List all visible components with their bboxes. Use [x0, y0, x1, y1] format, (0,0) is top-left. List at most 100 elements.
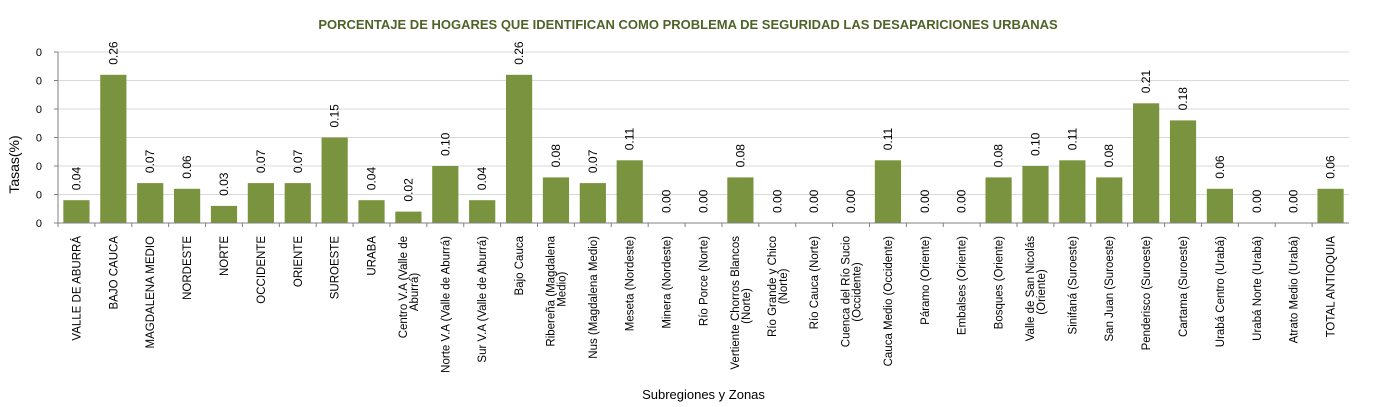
data-label: 0.10 — [1028, 132, 1042, 156]
bar — [432, 166, 459, 223]
bar — [321, 137, 348, 223]
bar — [1133, 103, 1160, 223]
category-label: NORTE — [219, 236, 231, 276]
category-label: (Norte) — [778, 268, 790, 304]
category-label: Cartama (Suroeste) — [1178, 236, 1190, 337]
data-label: 0.06 — [180, 155, 194, 179]
category-label: Valle de San Nicolás — [1025, 236, 1037, 342]
data-label: 0.04 — [69, 167, 83, 191]
category-label: Sinifaná (Suroeste) — [1067, 236, 1079, 335]
bar — [1169, 120, 1197, 223]
data-label: 0.03 — [217, 172, 231, 196]
category-label: Cauca Medio (Occidente) — [883, 236, 895, 367]
bar — [1317, 188, 1344, 223]
category-label: Meseta (Nordeste) — [625, 236, 637, 331]
category-label: Penderisco (Suroeste) — [1141, 236, 1153, 351]
category-label: (Oriente) — [1036, 269, 1048, 315]
category-label: Río Cauca (Norte) — [809, 236, 821, 329]
data-label: 0.07 — [254, 149, 268, 173]
category-label: MAGDALENA MEDIO — [145, 236, 157, 349]
data-label: 0.07 — [143, 149, 157, 173]
data-label: 0.02 — [401, 178, 415, 202]
category-label: Urabá Centro (Urabá) — [1215, 236, 1227, 347]
data-label: 0.08 — [733, 144, 747, 168]
data-label: 0.00 — [770, 189, 784, 213]
category-label: (Norte) — [741, 288, 753, 324]
category-label: Nus (Magdalena Medio) — [588, 236, 600, 359]
data-label: 0.06 — [1213, 155, 1227, 179]
x-axis-label: Subregiones y Zonas — [642, 387, 765, 402]
data-label: 0.06 — [1324, 155, 1338, 179]
data-label: 0.00 — [1250, 189, 1264, 213]
category-label: Urabá Norte (Urabá) — [1252, 236, 1264, 341]
bar — [505, 74, 533, 223]
data-label: 0.00 — [1287, 189, 1301, 213]
category-label: Páramo (Oriente) — [920, 236, 932, 325]
bar — [395, 211, 422, 223]
bar — [985, 177, 1012, 223]
bar — [247, 183, 274, 223]
category-label: Sur V.A (Valle de Aburrá) — [477, 236, 489, 363]
category-label: TOTAL ANTIOQUIA — [1326, 236, 1338, 338]
data-label: 0.08 — [1102, 144, 1116, 168]
category-label: NORDESTE — [182, 236, 194, 300]
category-label: Medio) — [556, 271, 568, 306]
bar — [174, 188, 201, 223]
y-tick-label: 0 — [36, 104, 42, 116]
category-label: San Juan (Suroeste) — [1104, 236, 1116, 342]
category-label: Vertiente Chorros Blancos — [730, 236, 742, 370]
category-label: Aburrá) — [409, 273, 421, 312]
category-label: OCCIDENTE — [256, 236, 268, 304]
data-label: 0.11 — [623, 128, 637, 151]
bar — [358, 200, 385, 223]
data-label: 0.08 — [549, 144, 563, 168]
data-label: 0.00 — [844, 189, 858, 213]
data-label: 0.26 — [512, 41, 526, 65]
data-label: 0.00 — [955, 189, 969, 213]
category-label: Bajo Cauca — [514, 235, 526, 295]
category-label: Norte V.A (Valle de Aburrá) — [440, 236, 452, 373]
category-label: Ribereña (Magdalena — [545, 235, 557, 346]
data-label: 0.07 — [291, 149, 305, 173]
category-label: ORIENTE — [293, 236, 305, 287]
data-label: 0.04 — [475, 167, 489, 191]
bar — [616, 160, 643, 223]
data-label: 0.26 — [106, 41, 120, 65]
data-label: 0.08 — [992, 144, 1006, 168]
data-label: 0.11 — [1065, 128, 1079, 151]
category-label: BAJO CAUCA — [108, 236, 120, 310]
category-label: Centro V.A (Valle de — [398, 236, 410, 338]
data-label: 0.00 — [807, 189, 821, 213]
data-label: 0.04 — [365, 167, 379, 191]
y-tick-label: 0 — [36, 190, 42, 202]
data-label: 0.07 — [586, 149, 600, 173]
bar — [1022, 166, 1049, 223]
bar — [210, 205, 238, 223]
category-label: Atrato Medio (Urabá) — [1289, 236, 1301, 344]
category-label: Río Porce (Norte) — [699, 236, 711, 326]
y-axis-label: Tasas(%) — [6, 135, 22, 193]
bar — [1206, 188, 1233, 223]
category-label: Bosques (Oriente) — [994, 236, 1006, 329]
data-label: 0.18 — [1176, 87, 1190, 111]
category-label: (Occidente) — [852, 262, 864, 322]
category-label: Minera (Nordeste) — [662, 236, 674, 329]
category-label: Cuenca del Río Sucio — [841, 236, 853, 347]
bar — [874, 160, 902, 223]
bar — [137, 183, 164, 223]
bar — [579, 183, 606, 223]
y-tick-label: 0 — [36, 161, 42, 173]
chart-title: PORCENTAJE DE HOGARES QUE IDENTIFICAN CO… — [318, 17, 1058, 32]
bar — [100, 74, 127, 223]
bar — [284, 183, 311, 223]
bar — [469, 200, 496, 223]
y-tick-label: 0 — [36, 47, 42, 59]
category-label: Embalses (Oriente) — [957, 236, 969, 335]
data-label: 0.15 — [328, 104, 342, 128]
y-tick-label: 0 — [36, 133, 42, 145]
category-label: SUROESTE — [330, 236, 342, 300]
bar — [63, 200, 90, 223]
data-label: 0.00 — [660, 189, 674, 213]
category-label: Río Grande y Chico — [767, 236, 779, 337]
